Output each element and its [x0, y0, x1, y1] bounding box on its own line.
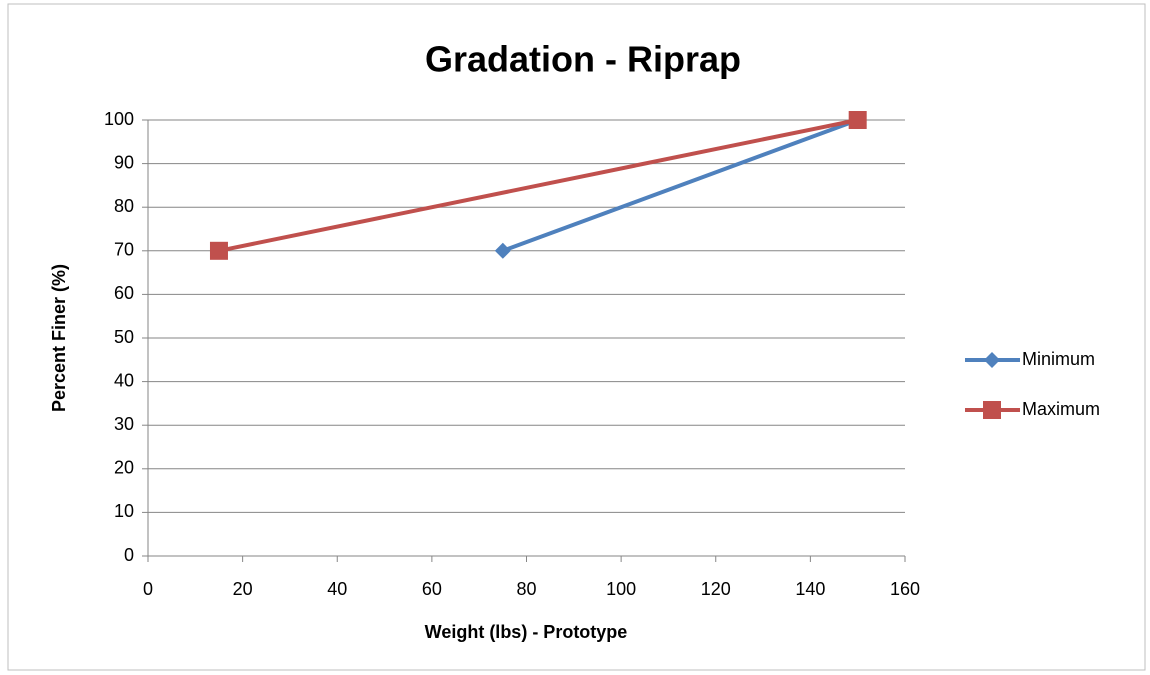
legend-label: Minimum: [1022, 349, 1095, 369]
y-tick-label: 70: [114, 240, 134, 260]
y-tick-label: 0: [124, 545, 134, 565]
y-tick-label: 50: [114, 327, 134, 347]
y-tick-label: 10: [114, 501, 134, 521]
x-tick-label: 120: [701, 579, 731, 599]
legend-marker: [984, 352, 1000, 368]
x-tick-label: 140: [795, 579, 825, 599]
chart-title: Gradation - Riprap: [425, 39, 741, 80]
series-line: [218, 118, 859, 253]
x-tick-label: 100: [606, 579, 636, 599]
data-point: [494, 242, 511, 259]
x-tick-label: 40: [327, 579, 347, 599]
x-tick-label: 160: [890, 579, 920, 599]
x-tick-label: 80: [516, 579, 536, 599]
data-point: [848, 111, 867, 129]
legend-label: Maximum: [1022, 399, 1100, 419]
y-axis-title: Percent Finer (%): [49, 264, 69, 412]
x-tick-label: 20: [233, 579, 253, 599]
x-tick-label: 60: [422, 579, 442, 599]
data-point: [209, 241, 228, 260]
series-line: [502, 118, 859, 253]
x-tick-label: 0: [143, 579, 153, 599]
y-tick-label: 100: [104, 109, 134, 129]
y-tick-label: 80: [114, 196, 134, 216]
x-axis-title: Weight (lbs) - Prototype: [425, 622, 628, 642]
y-tick-label: 60: [114, 283, 134, 303]
legend-marker: [983, 401, 1001, 419]
y-tick-label: 40: [114, 370, 134, 390]
y-tick-label: 90: [114, 152, 134, 172]
chart-border: [7, 3, 1146, 671]
y-tick-label: 20: [114, 458, 134, 478]
y-tick-label: 30: [114, 414, 134, 434]
